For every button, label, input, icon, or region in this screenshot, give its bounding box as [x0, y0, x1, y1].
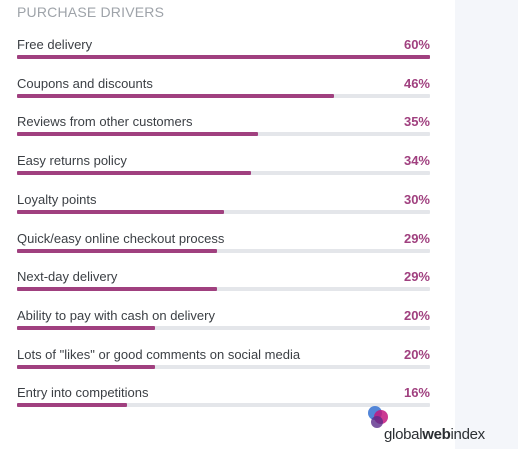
brand-word-web: web [422, 426, 451, 443]
bar-row: Lots of "likes" or good comments on soci… [17, 346, 430, 369]
bar-row: Quick/easy online checkout process 29% [17, 230, 430, 253]
bar-row: Free delivery 60% [17, 37, 430, 59]
brand-wordmark: globalwebindex [384, 426, 485, 443]
bar [17, 132, 258, 137]
brand-word-index: index [450, 426, 486, 443]
bar [17, 93, 334, 98]
bar-label: Next-day delivery [17, 269, 118, 285]
bar-row: Loyalty points 30% [17, 191, 430, 214]
bar-row: Coupons and discounts 46% [17, 75, 430, 98]
bar [17, 248, 217, 253]
bar-label: Free delivery [17, 37, 93, 52]
bar [17, 364, 155, 369]
bar-value-label: 60% [403, 37, 430, 52]
bar-label: Entry into competitions [17, 385, 149, 401]
bar [17, 209, 224, 214]
bar-row: Easy returns policy 34% [17, 153, 430, 176]
bar-value-label: 20% [403, 346, 430, 362]
brand-word-global: global [384, 426, 423, 443]
bar-track [17, 325, 430, 330]
bar-row: Reviews from other customers 35% [17, 114, 430, 137]
chart-title: PURCHASE DRIVERS [17, 4, 165, 20]
bar-track [17, 171, 430, 176]
bar [17, 55, 430, 59]
bar [17, 287, 217, 292]
bar-label: Ability to pay with cash on delivery [17, 307, 215, 323]
bar [17, 171, 251, 176]
bar-value-label: 34% [403, 153, 430, 169]
bar-track [17, 364, 430, 369]
bar-track [17, 209, 430, 214]
bar-track [17, 55, 430, 59]
bar-label: Lots of "likes" or good comments on soci… [17, 346, 301, 362]
bar-value-label: 20% [403, 307, 430, 323]
bar-value-label: 29% [403, 230, 430, 246]
bar-track [17, 132, 430, 137]
bar-row: Entry into competitions 16% [17, 385, 430, 408]
bar-track [17, 403, 430, 408]
bar-value-label: 29% [403, 269, 430, 285]
brand-logo: globalwebindex [366, 402, 516, 446]
bar-value-label: 16% [403, 385, 430, 401]
bar-track [17, 93, 430, 98]
bar-label: Reviews from other customers [17, 114, 193, 130]
bar-value-label: 46% [403, 75, 430, 91]
bar-value-label: 30% [403, 191, 430, 207]
bar-track [17, 248, 430, 253]
bar-track [17, 287, 430, 292]
bar-label: Loyalty points [17, 191, 97, 207]
bar-label: Coupons and discounts [17, 75, 153, 91]
side-panel [455, 0, 518, 449]
bar-row: Next-day delivery 29% [17, 269, 430, 292]
logo-icon [368, 406, 388, 428]
bar-label: Easy returns policy [17, 153, 127, 169]
bar-value-label: 35% [403, 114, 430, 130]
bar [17, 403, 128, 408]
bar [17, 325, 155, 330]
bar-label: Quick/easy online checkout process [17, 230, 225, 246]
bar-row: Ability to pay with cash on delivery 20% [17, 307, 430, 330]
